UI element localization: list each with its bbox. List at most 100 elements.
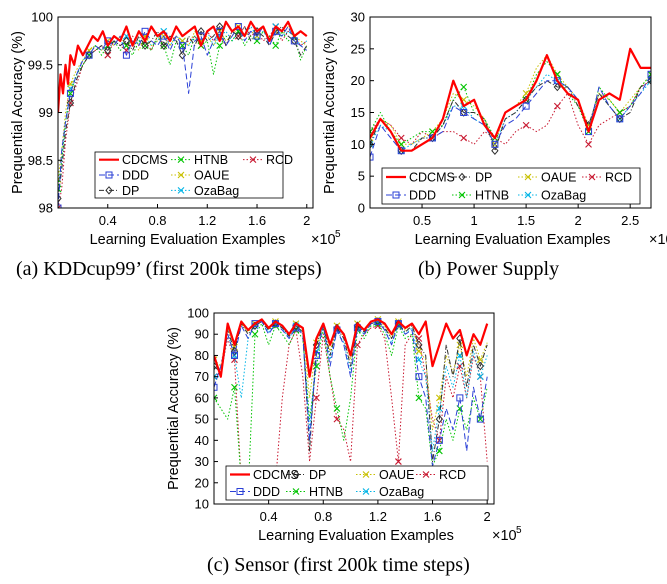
legend-marker-oaue bbox=[524, 173, 532, 181]
data-point-rcd bbox=[522, 121, 530, 129]
data-point-ddd bbox=[435, 436, 443, 444]
data-point-dp bbox=[141, 41, 149, 50]
data-point-dp bbox=[104, 46, 112, 55]
y-tick-label: 100 bbox=[187, 306, 209, 321]
legend-label-dp: DP bbox=[309, 468, 326, 482]
data-point-htnb bbox=[460, 83, 468, 91]
y-tick-label: 25 bbox=[351, 41, 365, 56]
data-point-ddd bbox=[456, 394, 464, 402]
legend-label-oaue: OAUE bbox=[379, 468, 414, 482]
series-line-htnb bbox=[370, 61, 651, 145]
data-point-ddd bbox=[122, 51, 130, 59]
legend-marker-dp bbox=[458, 172, 466, 182]
data-point-ddd bbox=[491, 140, 499, 148]
legend-marker-htnb bbox=[292, 488, 300, 495]
data-point-ddd bbox=[428, 134, 436, 142]
caption-c: (c) Sensor (first 200k time steps) bbox=[207, 554, 470, 576]
x-axis-label: Learning Evaluation Examples bbox=[258, 528, 454, 544]
data-point-ddd bbox=[460, 109, 468, 116]
x-tick-label: 0.8 bbox=[148, 213, 166, 228]
x-tick-label: 2 bbox=[575, 213, 582, 228]
legend-marker-rcd bbox=[249, 156, 257, 164]
x-tick-label: 1.6 bbox=[423, 509, 441, 524]
x-tick-label: 2 bbox=[303, 213, 310, 228]
x-tick-label: 1.2 bbox=[369, 509, 387, 524]
data-point-htnb bbox=[647, 70, 651, 78]
x-tick-label: 0.4 bbox=[260, 509, 278, 524]
series-line-ozabag bbox=[370, 73, 651, 152]
data-point-ddd bbox=[616, 115, 624, 123]
x-tick-label: 1.6 bbox=[248, 213, 266, 228]
y-tick-label: 0 bbox=[358, 201, 365, 216]
y-tick-label: 10 bbox=[195, 497, 209, 512]
data-point-oaue bbox=[476, 356, 484, 364]
legend-label-oaue: OAUE bbox=[541, 171, 576, 185]
legend-label-htnb: HTNB bbox=[475, 189, 509, 203]
legend-label-htnb: HTNB bbox=[194, 153, 228, 167]
legend-label-rcd: RCD bbox=[439, 468, 466, 482]
legend-label-rcd: RCD bbox=[605, 171, 632, 185]
legend-marker-oaue bbox=[177, 171, 185, 179]
data-point-dp bbox=[234, 31, 243, 41]
y-tick-label: 30 bbox=[351, 10, 365, 25]
legend-marker-rcd bbox=[588, 173, 596, 181]
data-point-dp bbox=[160, 41, 168, 50]
data-point-ddd bbox=[85, 51, 93, 59]
data-point-ozabag bbox=[214, 373, 218, 381]
data-point-ozabag bbox=[476, 373, 484, 381]
y-tick-label: 99.5 bbox=[28, 57, 53, 72]
legend-marker-dp bbox=[105, 186, 113, 195]
data-point-ddd bbox=[234, 23, 242, 31]
data-point-htnb bbox=[476, 415, 484, 423]
data-point-ozabag bbox=[370, 140, 374, 148]
y-tick-label: 50 bbox=[195, 412, 209, 427]
data-point-rcd bbox=[104, 51, 112, 59]
data-point-htnb bbox=[58, 185, 62, 193]
x-axis-label: Learning Evaluation Examples bbox=[90, 232, 286, 248]
series-line-dp bbox=[214, 321, 488, 463]
data-point-ddd bbox=[66, 89, 74, 97]
data-point-rcd bbox=[585, 140, 592, 148]
x-tick-label: 0.5 bbox=[413, 213, 431, 228]
data-point-dp bbox=[122, 36, 131, 46]
data-point-ddd bbox=[647, 70, 651, 78]
x-tick-label: 2 bbox=[484, 509, 491, 524]
x-axis-exponent: ×10 bbox=[492, 528, 517, 544]
series-line-cdcms bbox=[58, 20, 308, 113]
legend: CDCMS HTNB RCD DDD OAUE DP OzaBag bbox=[94, 151, 293, 199]
data-point-ddd bbox=[370, 153, 374, 161]
y-tick-label: 98 bbox=[39, 201, 53, 216]
legend-marker-ozabag bbox=[177, 186, 185, 194]
plot-frame bbox=[213, 312, 495, 505]
x-tick-label: 1 bbox=[470, 213, 477, 228]
legend: CDCMS DP OAUE RCD DDD HTNB OzaBag bbox=[225, 465, 489, 501]
y-axis-label: Prequential Accuracy (%) bbox=[322, 31, 338, 194]
data-point-rcd bbox=[395, 458, 402, 465]
legend-label-ddd: DDD bbox=[253, 485, 280, 499]
series-line-rcd bbox=[370, 80, 651, 145]
data-point-htnb bbox=[141, 42, 149, 50]
data-point-dp bbox=[435, 414, 444, 424]
data-point-dp bbox=[216, 22, 224, 31]
data-point-oaue bbox=[415, 347, 423, 355]
series-line-ddd bbox=[370, 74, 651, 158]
legend-box bbox=[381, 167, 641, 205]
data-point-htnb bbox=[251, 330, 259, 338]
data-point-ddd bbox=[251, 320, 259, 328]
data-point-htnb bbox=[616, 109, 624, 116]
y-tick-label: 80 bbox=[195, 348, 209, 363]
x-axis-exponent-power: 5 bbox=[516, 525, 522, 536]
data-point-dp bbox=[370, 140, 374, 149]
y-tick-label: 100 bbox=[31, 10, 53, 25]
y-tick-label: 20 bbox=[195, 475, 209, 490]
data-point-dp bbox=[66, 98, 75, 108]
caption-a: (a) KDDcup99’ (first 200k time steps) bbox=[16, 258, 322, 280]
x-axis-exponent-power: 5 bbox=[335, 229, 341, 240]
legend-label-cdcms: CDCMS bbox=[253, 468, 299, 482]
x-axis-exponent: ×10 bbox=[649, 232, 667, 248]
data-point-htnb bbox=[231, 383, 238, 391]
data-point-rcd bbox=[333, 415, 341, 423]
data-point-htnb bbox=[216, 42, 224, 50]
data-point-ddd bbox=[178, 42, 186, 50]
chart-power-supply: 0.5 1 1.5 2 2.5 0 5 10 15 20 25 30 Learning Evaluati… bbox=[322, 10, 667, 249]
